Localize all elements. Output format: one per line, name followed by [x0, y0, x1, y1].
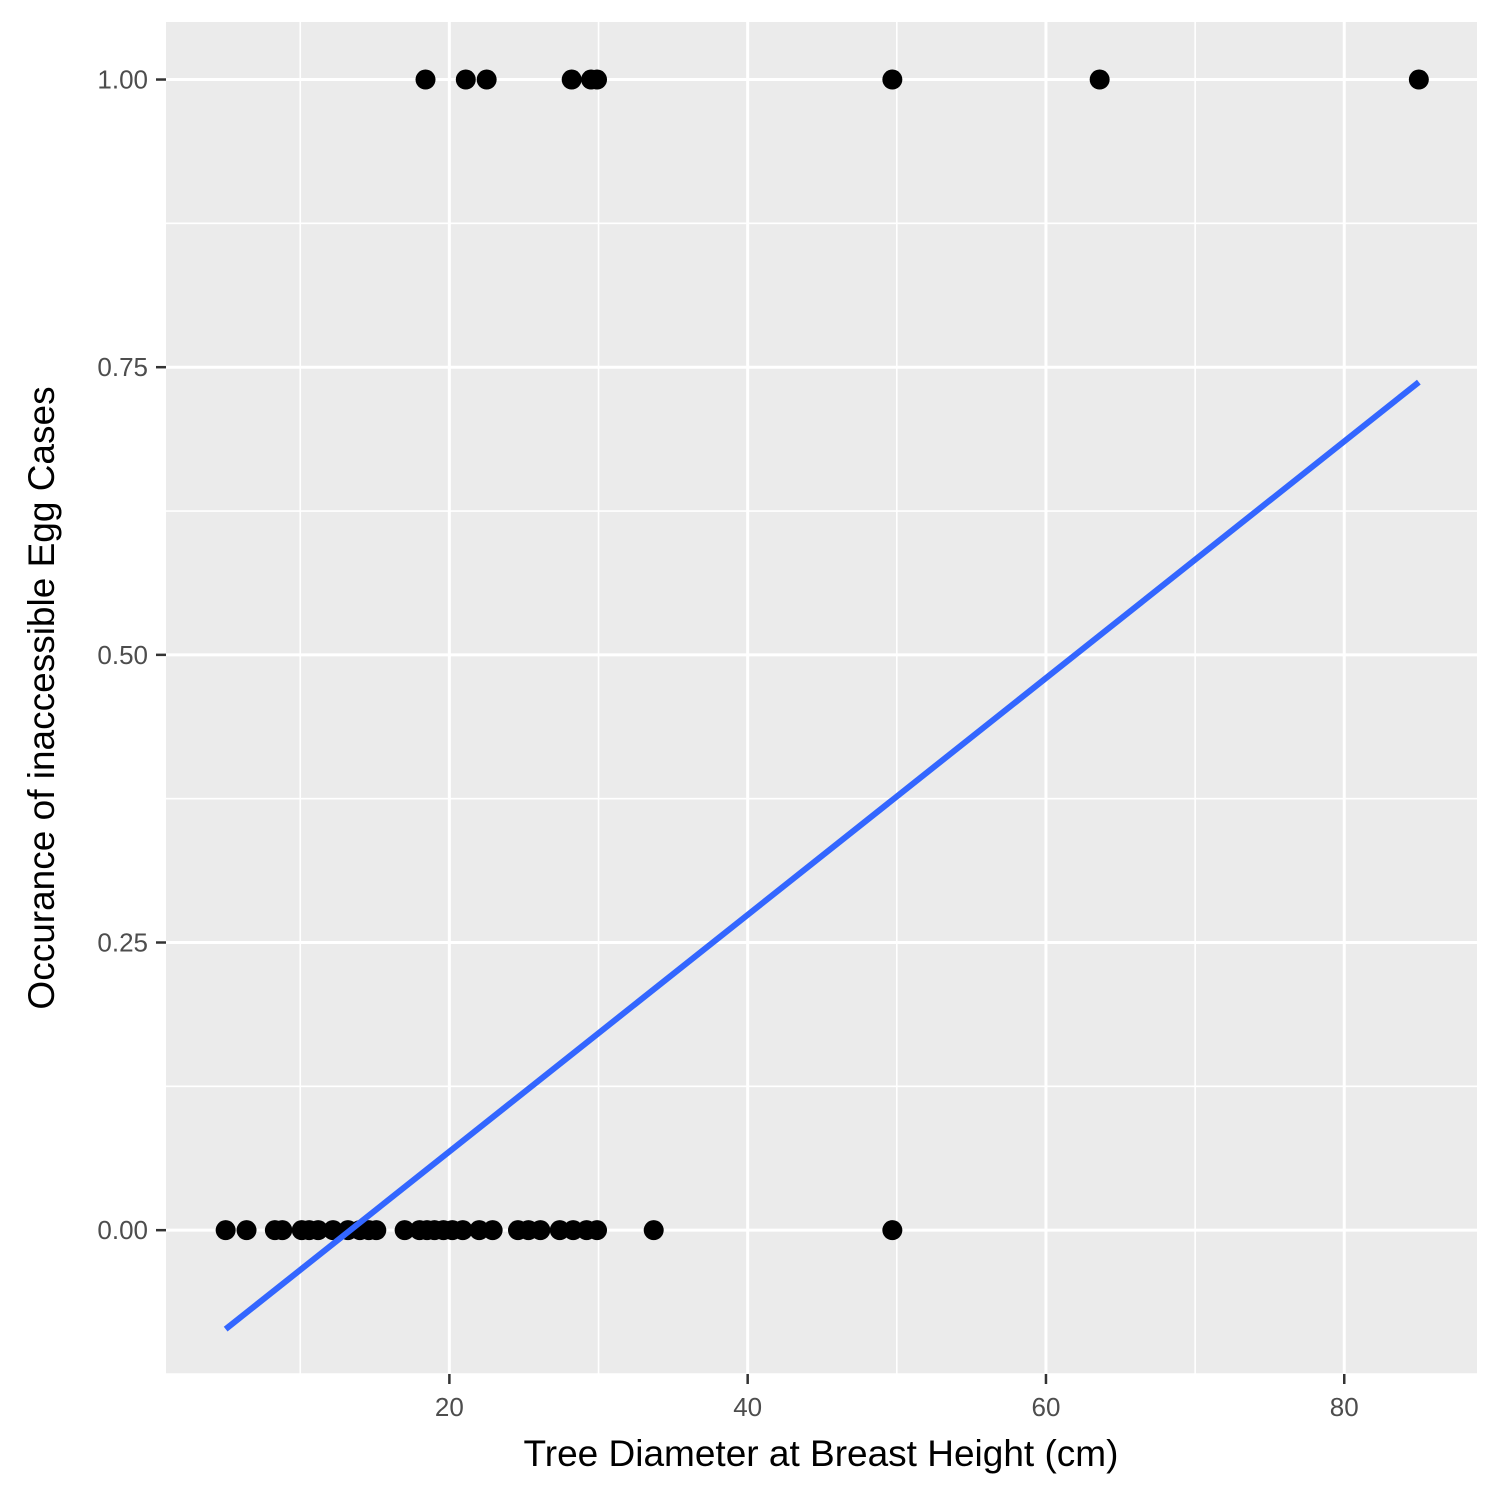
data-point	[394, 1220, 415, 1241]
data-point	[882, 69, 903, 90]
plot-panel	[166, 22, 1477, 1374]
data-point	[587, 1220, 608, 1241]
x-axis: 20 40 60 80	[435, 1374, 1359, 1422]
data-point	[482, 1220, 503, 1241]
x-tick-label: 80	[1330, 1392, 1359, 1422]
data-point	[1089, 69, 1110, 90]
data-point	[366, 1220, 387, 1241]
data-point	[1408, 69, 1429, 90]
y-tick-label: 0.00	[97, 1215, 148, 1245]
data-point	[643, 1220, 664, 1241]
x-tick-label: 60	[1032, 1392, 1061, 1422]
data-point	[455, 69, 476, 90]
x-tick-label: 40	[733, 1392, 762, 1422]
y-tick-label: 0.50	[97, 640, 148, 670]
data-point	[415, 69, 436, 90]
data-point	[215, 1220, 236, 1241]
y-axis: 0.00 0.25 0.50 0.75 1.00	[97, 65, 166, 1245]
data-point	[561, 69, 582, 90]
x-tick-label: 20	[435, 1392, 464, 1422]
x-axis-title: Tree Diameter at Breast Height (cm)	[524, 1433, 1119, 1474]
data-point	[272, 1220, 293, 1241]
data-point	[452, 1220, 473, 1241]
y-tick-label: 1.00	[97, 65, 148, 95]
fit-line-group	[223, 379, 1421, 1332]
data-point	[308, 1220, 329, 1241]
data-points	[215, 69, 1429, 1241]
y-tick-label: 0.25	[97, 928, 148, 958]
data-point	[323, 1220, 344, 1241]
y-axis-title: Occurance of inaccessible Egg Cases	[21, 386, 62, 1009]
data-point	[882, 1220, 903, 1241]
minor-gridlines	[166, 22, 1477, 1375]
fit-line	[223, 379, 1421, 1332]
y-tick-label: 0.75	[97, 352, 148, 382]
data-point	[587, 69, 608, 90]
data-point	[236, 1220, 257, 1241]
data-point	[476, 69, 497, 90]
data-point	[530, 1220, 551, 1241]
